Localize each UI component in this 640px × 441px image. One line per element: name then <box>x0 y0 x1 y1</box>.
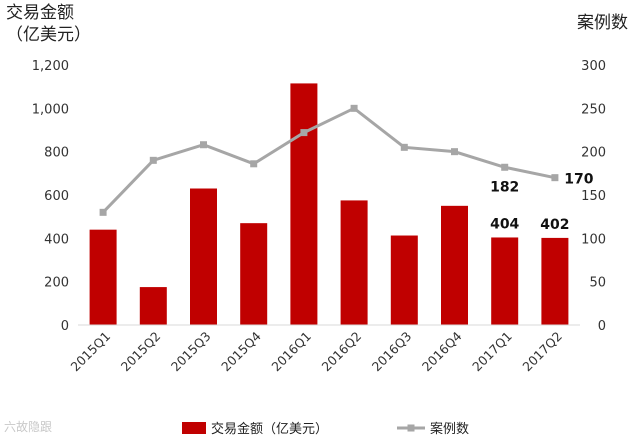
bar-2015Q3 <box>190 188 217 325</box>
category-label: 2015Q1 <box>68 329 114 375</box>
data-label: 402 <box>540 217 569 233</box>
legend-label-line: 案例数 <box>430 422 469 437</box>
data-label: 404 <box>490 216 519 232</box>
left-tick-label: 1,000 <box>32 102 69 117</box>
left-tick-label: 0 <box>61 319 69 334</box>
line-point-2016Q1 <box>300 129 308 137</box>
right-tick-label: 100 <box>581 232 606 247</box>
left-axis-title-line1: 交易金额 <box>6 3 74 23</box>
line-point-2015Q1 <box>99 208 107 216</box>
left-tick-label: 1,200 <box>32 59 69 74</box>
right-tick-label: 0 <box>598 319 606 334</box>
right-tick-label: 200 <box>581 146 606 161</box>
bar-2015Q4 <box>240 223 268 325</box>
line-point-2017Q1 <box>501 163 509 171</box>
left-tick-label: 800 <box>44 146 69 161</box>
category-label: 2015Q4 <box>218 328 264 374</box>
bar-2015Q2 <box>139 287 167 325</box>
line-point-2015Q2 <box>149 156 157 164</box>
line-point-2016Q4 <box>451 148 458 156</box>
bar-2017Q2 <box>541 237 569 325</box>
data-label: 170 <box>564 172 593 188</box>
line-point-2016Q2 <box>350 104 358 112</box>
right-tick-label: 50 <box>589 276 606 291</box>
line-case-count <box>102 106 556 214</box>
legend-label-bar: 交易金额（亿美元） <box>211 421 328 437</box>
line-point-2015Q3 <box>200 141 207 149</box>
right-tick-label: 300 <box>581 59 606 74</box>
category-label: 2015Q3 <box>168 329 214 375</box>
left-tick-label: 200 <box>44 276 69 291</box>
category-label: 2015Q2 <box>118 329 164 375</box>
line-point-2015Q4 <box>250 160 258 168</box>
category-label: 2016Q2 <box>319 329 365 375</box>
watermark: 六故隐跟 <box>4 420 53 434</box>
bar-2016Q3 <box>390 235 418 325</box>
left-tick-label: 400 <box>44 232 69 247</box>
category-label: 2017Q2 <box>519 329 565 375</box>
legend-swatch-bar <box>182 422 206 434</box>
left-axis-title: 交易金额 （亿美元） <box>6 2 91 46</box>
right-tick-label: 150 <box>581 189 606 204</box>
bar-2016Q1 <box>290 83 318 326</box>
category-label: 2016Q1 <box>268 329 314 375</box>
bar-2017Q1 <box>491 237 519 325</box>
data-label: 182 <box>490 179 519 195</box>
line-point-2016Q3 <box>400 143 408 151</box>
category-label: 2016Q4 <box>419 328 465 374</box>
bar-2016Q4 <box>441 205 468 325</box>
bar-2015Q1 <box>89 229 117 325</box>
legend-swatch-marker <box>407 424 415 432</box>
right-axis-title: 案例数 <box>577 13 628 33</box>
category-label: 2016Q3 <box>369 329 415 375</box>
category-label: 2017Q1 <box>469 329 515 375</box>
left-axis-title-line2: （亿美元） <box>6 25 91 45</box>
right-tick-label: 250 <box>581 102 606 117</box>
bar-2016Q2 <box>340 200 368 325</box>
left-tick-label: 600 <box>44 189 69 204</box>
line-point-2017Q2 <box>551 174 559 182</box>
